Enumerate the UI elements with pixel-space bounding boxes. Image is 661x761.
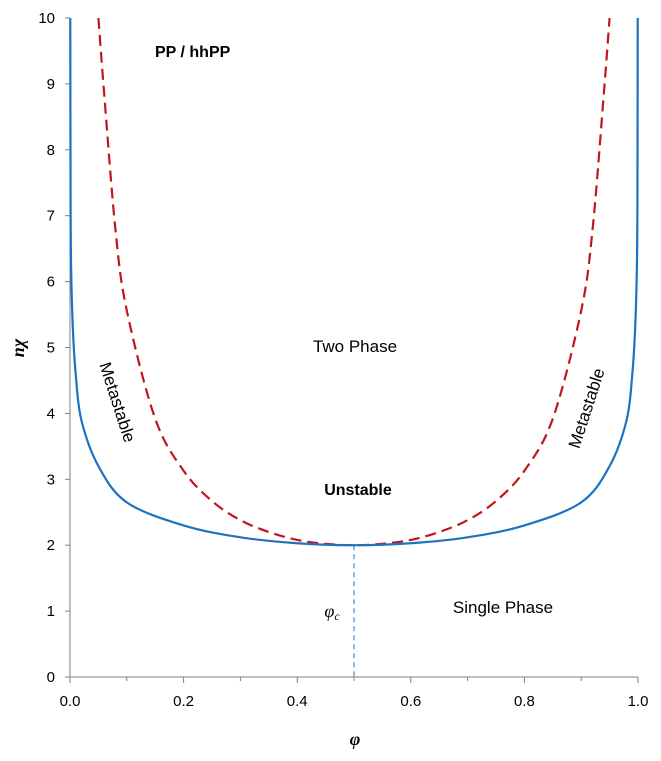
y-tick-label: 10 (38, 10, 55, 27)
metastable-left-label: Metastable (95, 360, 139, 445)
x-axis-ticks: 0.0 0.2 0.4 0.6 0.8 1.0 (60, 677, 649, 710)
x-tick-label: 0.4 (287, 693, 308, 710)
y-axis-title: nχ (8, 338, 28, 357)
metastable-right-label: Metastable (565, 366, 609, 451)
spinodal-series-line (97, 17, 611, 547)
x-tick-label: 0.2 (173, 693, 194, 710)
y-tick-label: 6 (47, 274, 55, 291)
binodal-series-line (69, 17, 639, 547)
y-tick-label: 8 (47, 142, 55, 159)
single-phase-label: Single Phase (453, 598, 553, 617)
y-tick-label: 7 (47, 208, 55, 225)
y-tick-label: 9 (47, 76, 55, 93)
y-tick-label: 5 (47, 340, 55, 357)
x-tick-label: 0.6 (400, 693, 421, 710)
y-tick-label: 3 (47, 471, 55, 488)
y-tick-label: 1 (47, 603, 55, 620)
plot-area: 0.0 0.2 0.4 0.6 0.8 1.0 0 1 2 3 4 5 6 7 8 9 10 (38, 10, 648, 710)
x-tick-label: 1.0 (628, 693, 649, 710)
y-tick-label: 4 (47, 405, 55, 422)
critical-point-subscript: c (334, 609, 340, 623)
chart-title: PP / hhPP (155, 44, 231, 61)
x-tick-label: 0.8 (514, 693, 535, 710)
x-axis-title: φ (350, 729, 361, 749)
y-axis-ticks: 0 1 2 3 4 5 6 7 8 9 10 (38, 10, 70, 686)
x-tick-label: 0.0 (60, 693, 81, 710)
y-tick-label: 0 (47, 669, 55, 686)
two-phase-label: Two Phase (313, 337, 397, 356)
y-tick-label: 2 (47, 537, 55, 554)
critical-point-label: φc (324, 601, 340, 623)
unstable-label: Unstable (324, 482, 392, 499)
